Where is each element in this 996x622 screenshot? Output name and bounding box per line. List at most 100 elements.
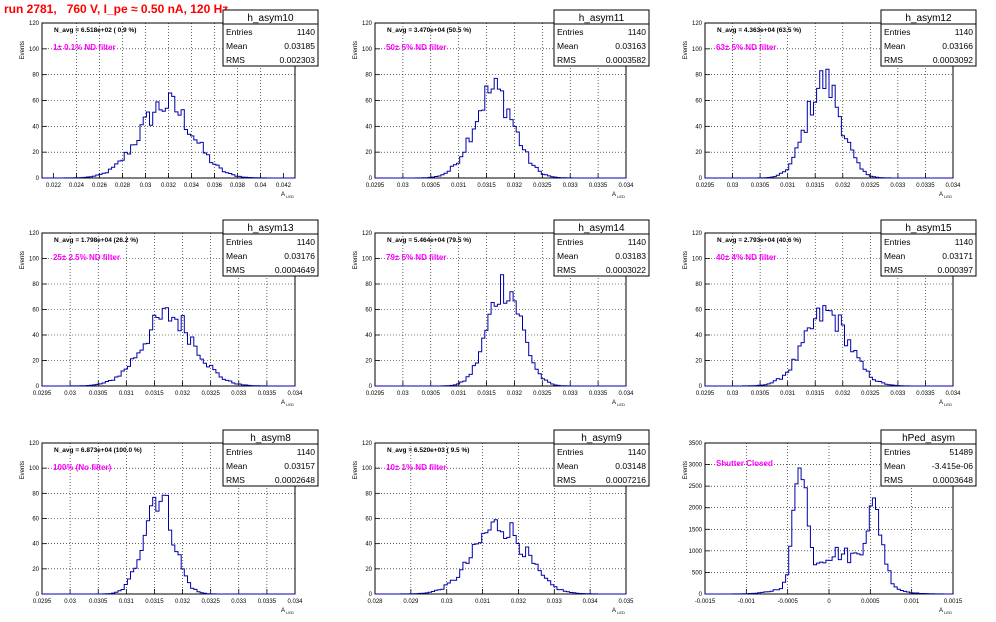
histogram-panel-h_asym10: 0.022 0.024 0.026 0.028 0.03 0.032 0.034 0.036 0…: [20, 9, 319, 199]
x-tick-label: 0.0305: [89, 391, 108, 397]
stats-value: 0.0007216: [606, 475, 646, 485]
histogram-panel-h_asym8: 0.0295 0.03 0.0305 0.031 0.0315 0.032 0.0325 0.…: [20, 429, 319, 615]
stats-value: 0.0003648: [933, 475, 973, 485]
x-tick-label: 0.0305: [422, 391, 441, 397]
x-tick-label: 0.029: [403, 599, 419, 605]
navg-label: N_avg = 1.798e+04 (26.2 %): [54, 237, 138, 244]
stats-box: [222, 429, 319, 487]
x-tick-label: 0.031: [119, 599, 135, 605]
stats-label: Entries: [884, 27, 910, 37]
y-tick-label: 120: [692, 21, 703, 27]
x-tick-label: 0.031: [451, 391, 467, 397]
stats-value: 1140: [297, 237, 316, 247]
y-tick-label: 100: [692, 47, 703, 53]
stats-label: Mean: [226, 251, 248, 261]
histogram-panel-h_asym15: 0.0295 0.03 0.0305 0.031 0.0315 0.032 0.0325 0.…: [683, 219, 977, 407]
stats-box-title: h_asym10: [247, 13, 294, 24]
stats-value: 0.03157: [284, 461, 315, 471]
stats-box-title: h_asym13: [247, 223, 294, 234]
stats-label: Mean: [557, 251, 579, 261]
filter-note: 10± 1% ND filter: [386, 463, 446, 472]
x-tick-label: 0.035: [618, 599, 634, 605]
stats-box: [222, 9, 319, 67]
y-axis-title: Events: [20, 251, 26, 269]
x-tick-label: 0.001: [904, 599, 920, 605]
stats-label: RMS: [557, 475, 576, 485]
stats-box-title: h_asym11: [579, 13, 625, 24]
x-tick-label: 0.034: [583, 599, 599, 605]
filter-note: 25± 2.5% ND filter: [53, 253, 120, 262]
stats-value: 0.03171: [942, 251, 973, 261]
stats-label: Mean: [226, 461, 248, 471]
x-axis-title: A LED: [281, 608, 294, 615]
x-tick-label: 0.03: [397, 183, 409, 189]
y-tick-label: 120: [29, 441, 40, 447]
stats-label: Entries: [226, 27, 252, 37]
x-axis-title: A LED: [939, 608, 952, 615]
x-tick-label: 0.0305: [89, 599, 108, 605]
x-tick-label: 0.032: [511, 599, 527, 605]
x-tick-label: 0.028: [115, 183, 131, 189]
x-tick-label: 0.033: [890, 391, 906, 397]
y-tick-label: 120: [29, 231, 40, 237]
stats-value: 1140: [628, 27, 647, 37]
x-tick-label: 0.034: [618, 183, 634, 189]
filter-note: 63± 5% ND filter: [716, 43, 776, 52]
y-tick-label: 120: [29, 21, 40, 27]
stats-box-title: h_asym14: [578, 223, 625, 234]
y-axis-title: Events: [353, 251, 359, 269]
stats-box-title: h_asym8: [250, 433, 291, 444]
y-tick-label: 60: [695, 308, 702, 314]
x-tick-label: 0.0325: [861, 391, 880, 397]
stats-value: 0.002303: [280, 55, 316, 65]
stats-box: [553, 219, 650, 277]
histogram-series-line: [42, 92, 295, 179]
y-tick-label: 40: [365, 333, 372, 339]
histogram-series-line: [705, 68, 953, 179]
stats-value: 0.03148: [615, 461, 646, 471]
x-tick-label: 0.034: [287, 599, 303, 605]
x-tick-label: 0.0335: [258, 391, 277, 397]
x-tick-label: 0.03: [727, 391, 739, 397]
y-tick-label: 100: [29, 257, 40, 263]
stats-box-title: hPed_asym: [902, 433, 955, 444]
x-tick-label: 0.0295: [366, 391, 385, 397]
x-tick-label: 0.0325: [861, 183, 880, 189]
stats-box: [880, 9, 977, 67]
stats-label: Entries: [884, 447, 910, 457]
stats-label: Mean: [884, 41, 906, 51]
stats-box: [880, 219, 977, 277]
stats-box: [553, 429, 650, 487]
stats-label: Entries: [884, 237, 910, 247]
histogram-series-line: [375, 519, 626, 595]
y-tick-label: 20: [365, 567, 372, 573]
x-tick-label: 0.032: [161, 183, 177, 189]
y-tick-label: 100: [362, 47, 373, 53]
x-axis-title: A LED: [281, 400, 294, 407]
stats-label: Mean: [884, 251, 906, 261]
x-tick-label: 0.0325: [533, 391, 552, 397]
x-tick-label: -0.001: [738, 599, 756, 605]
x-axis-title: A LED: [612, 608, 625, 615]
x-tick-label: 0.033: [890, 183, 906, 189]
y-tick-label: 120: [362, 21, 373, 27]
x-tick-label: 0.034: [945, 183, 961, 189]
stats-value: 0.03166: [942, 41, 973, 51]
x-tick-label: 0.033: [563, 391, 579, 397]
stats-value: 0.03183: [615, 251, 646, 261]
x-tick-label: 0.0335: [589, 391, 608, 397]
y-tick-label: 60: [365, 517, 372, 523]
x-tick-label: 0.033: [563, 183, 579, 189]
x-tick-label: 0.0305: [751, 391, 770, 397]
y-tick-label: 40: [695, 333, 702, 339]
stats-value: 1140: [297, 27, 316, 37]
y-tick-label: 60: [32, 517, 39, 523]
y-axis-title: Events: [353, 461, 359, 479]
x-tick-label: 0.033: [231, 599, 247, 605]
stats-value: 51489: [949, 447, 973, 457]
y-tick-label: 2000: [689, 506, 703, 512]
y-tick-label: 1000: [689, 549, 703, 555]
navg-label: N_avg = 4.363e+04 (63.5 %): [717, 27, 801, 34]
x-tick-label: 0.0315: [145, 391, 164, 397]
y-tick-label: 60: [32, 99, 39, 105]
